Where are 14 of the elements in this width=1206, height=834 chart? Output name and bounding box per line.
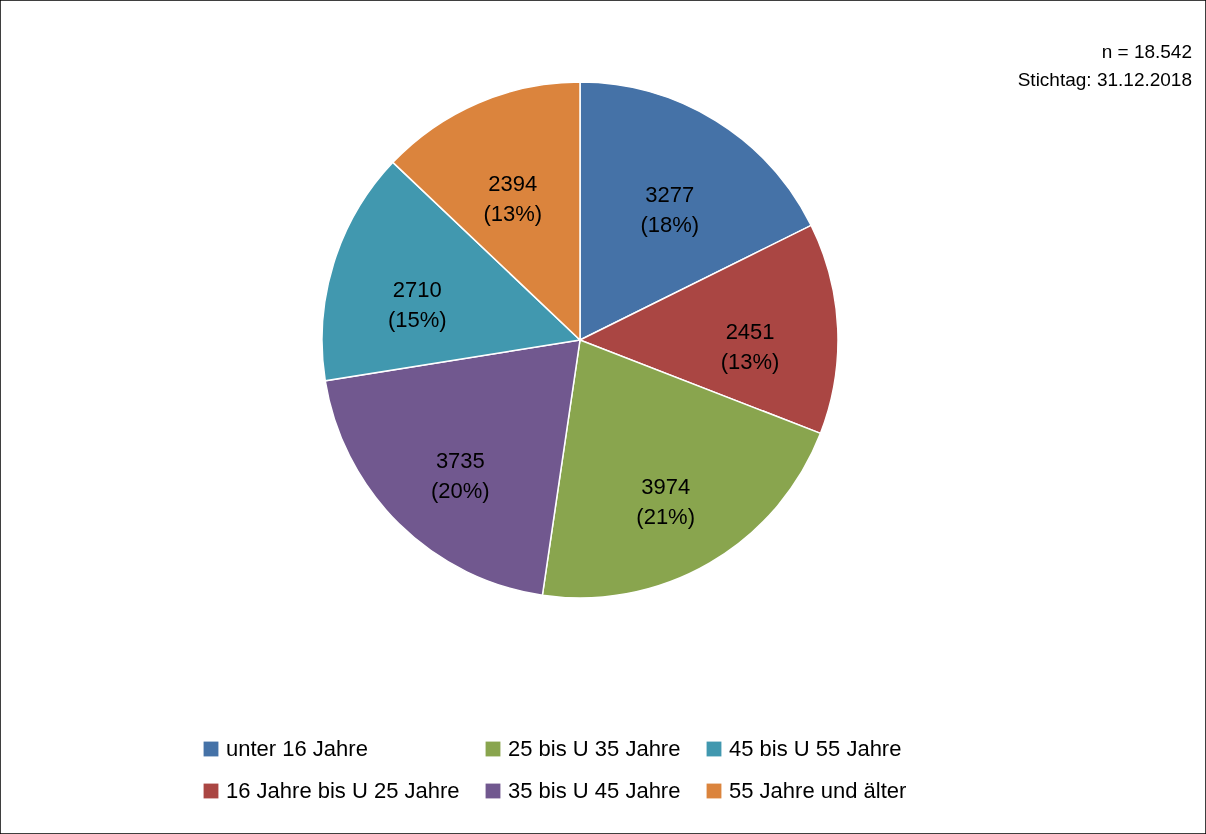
legend-label: 16 Jahre bis U 25 Jahre	[226, 778, 460, 803]
legend-label: 35 bis U 45 Jahre	[508, 778, 681, 803]
legend-label: 45 bis U 55 Jahre	[729, 736, 902, 761]
data-label: 3277 (18%)	[640, 182, 700, 238]
legend-label: unter 16 Jahre	[226, 736, 368, 761]
text: n = 18.542	[1101, 41, 1192, 62]
text: Stichtag: 31.12.2018	[1017, 69, 1192, 90]
data-label: 2394 (13%)	[483, 170, 543, 226]
data-label: 3735 (20%)	[431, 448, 490, 504]
legend-label: 25 bis U 35 Jahre	[508, 736, 681, 761]
data-label: 2451 (13%)	[720, 319, 780, 375]
data-label: 3974 (21%)	[636, 474, 695, 530]
data-label: 2710 (15%)	[388, 276, 447, 332]
legend-label: 55 Jahre und älter	[729, 778, 907, 803]
